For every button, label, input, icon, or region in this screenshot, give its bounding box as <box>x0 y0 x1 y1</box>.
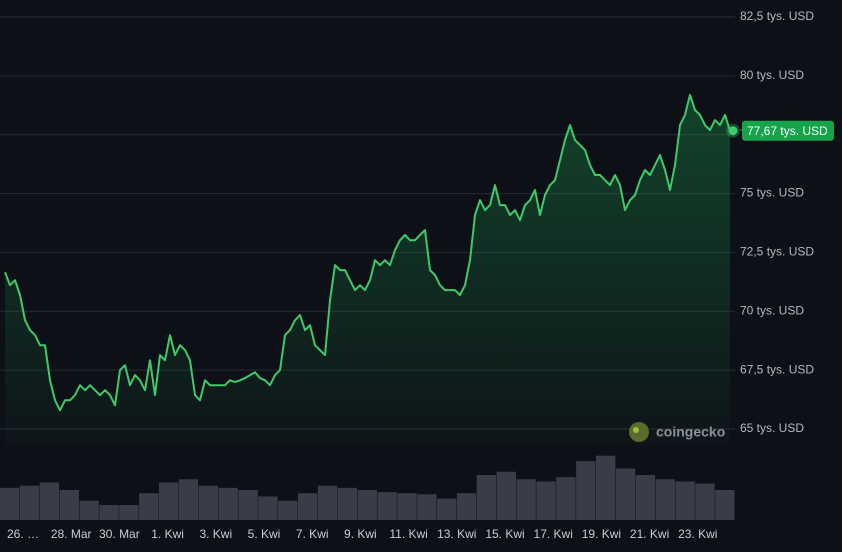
x-tick-label: 28. Mar <box>51 527 92 541</box>
volume-bar <box>258 496 278 520</box>
volume-bar <box>556 477 576 520</box>
x-tick-label: 7. Kwi <box>296 527 329 541</box>
axes: 65 tys. USD 67,5 tys. USD 70 tys. USD 72,5 … <box>0 9 834 552</box>
volume-bar <box>238 490 258 520</box>
volume-bar <box>79 500 99 520</box>
x-tick-label: 5. Kwi <box>248 527 281 541</box>
y-tick-label: 75 tys. USD <box>740 186 804 200</box>
x-tick-label: 9. Kwi <box>344 527 377 541</box>
volume-bar <box>39 482 60 520</box>
y-tick-label: 82,5 tys. USD <box>740 9 814 23</box>
y-tick-label: 65 tys. USD <box>740 421 804 435</box>
volume-bar <box>139 493 159 520</box>
x-axis-band <box>0 521 735 552</box>
volume-bar <box>536 481 556 520</box>
y-tick-label: 80 tys. USD <box>740 68 804 82</box>
volume-bar <box>119 505 139 520</box>
plot <box>4 93 740 446</box>
x-tick-label: 17. Kwi <box>534 527 573 541</box>
volume-bar <box>297 493 318 520</box>
volume-bar <box>0 487 20 520</box>
x-tick-label: 21. Kwi <box>630 527 669 541</box>
x-tick-label: 15. Kwi <box>485 527 524 541</box>
x-tick-label: 11. Kwi <box>389 527 427 541</box>
volume-bar <box>317 485 338 520</box>
x-tick-label: 13. Kwi <box>437 527 476 541</box>
y-tick-label: 70 tys. USD <box>740 303 804 317</box>
x-tick-label: 26. … <box>7 527 39 541</box>
volume-bar <box>456 493 477 520</box>
volume-bar <box>496 471 516 520</box>
volume-bar <box>218 487 238 520</box>
volume-bar <box>675 481 695 520</box>
watermark: coingecko <box>629 422 725 442</box>
x-tick-label: 3. Kwi <box>199 527 232 541</box>
price-line <box>4 93 731 412</box>
y-tick-label: 67,5 tys. USD <box>740 362 814 376</box>
watermark-logo <box>629 422 649 442</box>
volume-bar <box>178 479 199 520</box>
x-tick-label: 30. Mar <box>99 527 140 541</box>
volume-bar <box>615 468 636 520</box>
x-tick-label: 19. Kwi <box>582 527 621 541</box>
volume-bar <box>695 483 715 520</box>
x-tick-label: 23. Kwi <box>678 527 717 541</box>
volume-bar <box>357 490 377 520</box>
volume-bar <box>19 485 40 520</box>
volume-bar <box>516 479 536 520</box>
volume-bar <box>278 500 298 520</box>
volume-bar <box>198 485 219 520</box>
price-area <box>5 94 730 446</box>
watermark-logo-eye <box>633 427 639 433</box>
volume-bar <box>417 494 437 520</box>
volume-bar <box>715 490 735 520</box>
volume-bar <box>337 487 358 520</box>
last-point <box>728 126 738 136</box>
volume-bar <box>397 493 417 520</box>
volume-bar <box>476 475 497 520</box>
volume-bar <box>635 475 656 520</box>
x-tick-label: 1. Kwi <box>151 527 184 541</box>
watermark-text: coingecko <box>656 424 725 440</box>
volume-bar <box>576 461 596 520</box>
volume-bar <box>59 490 79 520</box>
volume-bar <box>655 479 675 520</box>
volume-bar <box>437 498 457 520</box>
y-tick-label: 72,5 tys. USD <box>740 245 814 259</box>
price-badge <box>742 120 834 141</box>
volume-bar <box>595 455 616 520</box>
volume-bar <box>377 492 397 520</box>
volume-bar <box>158 482 179 520</box>
volume-bars <box>0 455 735 520</box>
volume-bar <box>99 505 119 520</box>
price-badge-label: 77,67 tys. USD <box>747 124 828 138</box>
